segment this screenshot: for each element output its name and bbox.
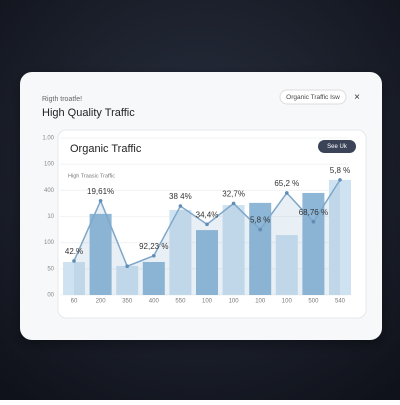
y-tick-label: 00 (47, 293, 54, 299)
bar (196, 230, 218, 295)
bar (169, 209, 192, 295)
button-label: See Uk (327, 144, 348, 150)
chart-title: Organic Traffic (70, 143, 142, 155)
point-label: 32,7% (222, 190, 245, 199)
point-label: 34,4% (196, 210, 219, 219)
card-title: High Quality Traffic (42, 107, 135, 119)
point (72, 259, 76, 263)
point (338, 178, 342, 182)
point (205, 222, 209, 227)
x-tick-label: 100 (229, 299, 240, 305)
bar (89, 213, 112, 295)
point-label: 5,8 % (330, 166, 350, 175)
y-tick-label: 100 (44, 162, 55, 168)
area (74, 179, 340, 295)
point (231, 201, 236, 206)
point-label: 5,8 % (250, 216, 270, 225)
point (152, 253, 156, 258)
bar (63, 262, 85, 295)
y-tick-label: 400 (44, 188, 55, 194)
bar (275, 235, 298, 295)
y-tick-label: 10 (47, 214, 54, 220)
pill-label: Organic Traffic Isw (286, 94, 340, 101)
point-label: 68,76 % (299, 208, 328, 217)
x-tick-label: 540 (335, 299, 346, 305)
point (178, 204, 183, 208)
point (125, 264, 129, 269)
point (311, 219, 316, 224)
y-tick-label: 1.00 (42, 136, 54, 142)
x-tick-label: 100 (255, 299, 266, 305)
y-tick-label: 100 (44, 240, 55, 246)
x-tick-label: 400 (149, 299, 160, 305)
x-tick-label: 550 (175, 299, 186, 305)
point (98, 199, 103, 203)
y-tick-label: 50 (47, 266, 54, 272)
x-tick-label: 350 (122, 299, 133, 305)
bar (249, 202, 272, 295)
see-button[interactable] (318, 140, 356, 153)
point-label: 42.% (65, 247, 83, 256)
x-tick-label: 60 (71, 299, 78, 305)
bar (329, 179, 351, 295)
point (258, 227, 263, 232)
x-tick-label: 100 (282, 299, 293, 305)
eyebrow: Rigth troatfe! (42, 96, 82, 103)
bar (116, 265, 139, 295)
chart-subtitle: High Traasic Traffic (68, 173, 115, 179)
point-label: 19,61% (87, 187, 114, 196)
point-label: 92,23 % (139, 242, 168, 251)
point-label: 65,2 % (274, 179, 299, 188)
x-tick-label: 500 (308, 299, 319, 305)
point (285, 191, 289, 195)
bar (222, 204, 245, 295)
close-button[interactable]: × (354, 92, 360, 103)
bar (142, 262, 165, 295)
point-label: 38 4% (169, 192, 192, 201)
filter-pill[interactable] (279, 89, 347, 105)
x-tick-label: 200 (96, 299, 107, 305)
x-tick-label: 100 (202, 299, 213, 305)
bar (302, 192, 325, 295)
